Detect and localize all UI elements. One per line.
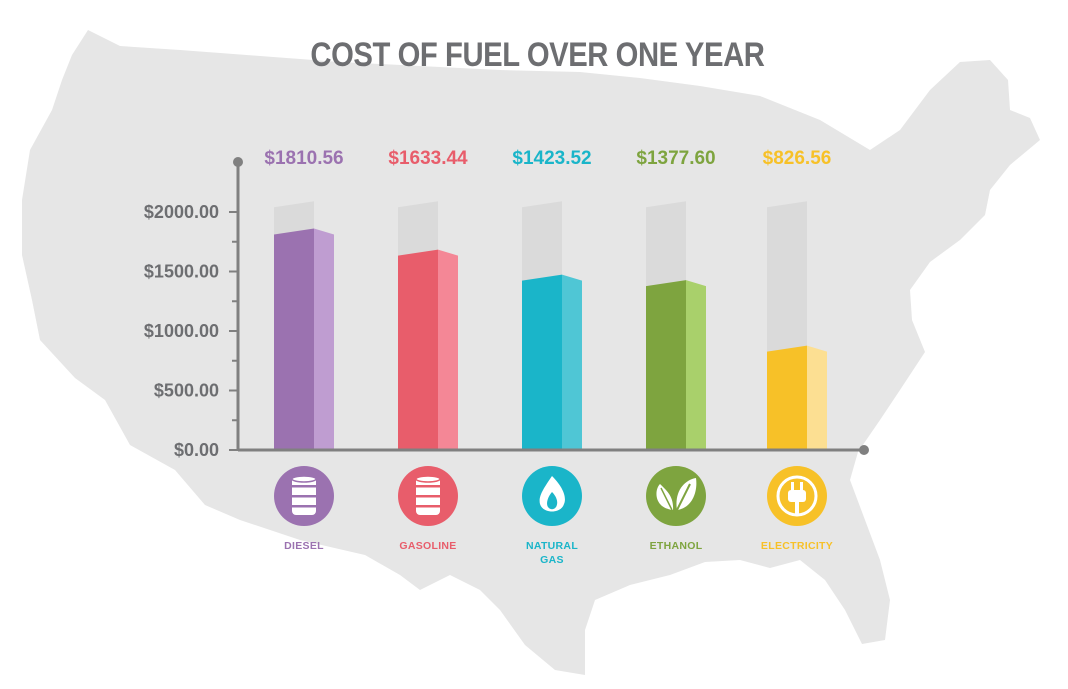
bar-gasoline [398, 249, 438, 450]
bar-side-natural-gas [562, 274, 582, 450]
value-label: $1423.52 [512, 148, 591, 169]
bar-electricity [767, 345, 807, 450]
oil-barrel-icon [398, 466, 458, 526]
leaf-icon [646, 466, 706, 526]
bar-side-electricity [807, 345, 827, 450]
value-label: $1810.56 [264, 148, 343, 169]
value-label: $1633.44 [388, 148, 468, 169]
value-label: $1377.60 [636, 148, 715, 169]
x-axis-end-dot [859, 445, 869, 455]
y-axis-end-dot [233, 157, 243, 167]
chart-title: COST OF FUEL OVER ONE YEAR [310, 36, 765, 74]
flame-icon [522, 466, 582, 526]
category-label: NATURAL [526, 540, 578, 552]
bar-natural-gas [522, 274, 562, 450]
category-label: ETHANOL [650, 540, 703, 552]
bar-side-gasoline [438, 249, 458, 450]
y-tick-label: $0.00 [174, 440, 219, 460]
bar-ethanol [646, 280, 686, 450]
y-tick-label: $2000.00 [144, 202, 219, 222]
category-label: GASOLINE [399, 540, 456, 552]
value-label: $826.56 [763, 148, 832, 169]
category-label: ELECTRICITY [761, 540, 833, 552]
category-label: DIESEL [284, 540, 324, 552]
y-tick-label: $1500.00 [144, 262, 219, 282]
category-label: GAS [540, 554, 564, 566]
bar-side-ethanol [686, 280, 706, 450]
bar-side-diesel [314, 228, 334, 450]
y-tick-label: $1000.00 [144, 321, 219, 341]
bar-diesel [274, 228, 314, 450]
oil-barrel-icon [274, 466, 334, 526]
electric-plug-icon [767, 466, 827, 526]
y-tick-label: $500.00 [154, 381, 219, 401]
